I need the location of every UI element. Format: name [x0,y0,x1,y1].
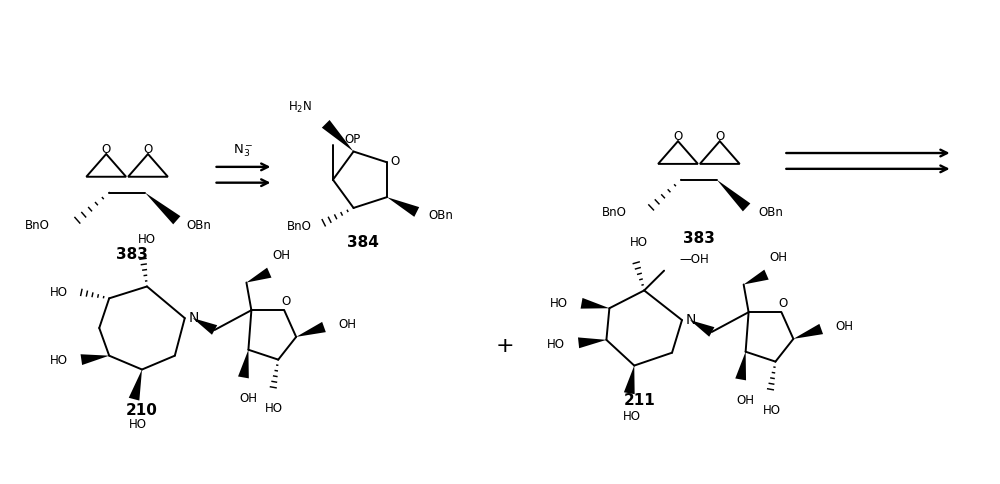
Text: HO: HO [547,338,565,350]
Text: $\mathregular{N_3^-}$: $\mathregular{N_3^-}$ [233,142,254,159]
Text: HO: HO [129,417,147,430]
Polygon shape [581,298,609,309]
Text: HO: HO [550,296,568,309]
Polygon shape [387,198,419,217]
Text: N: N [686,313,696,326]
Polygon shape [717,181,750,212]
Polygon shape [193,318,217,335]
Text: OP: OP [345,133,361,145]
Text: HO: HO [630,235,648,248]
Text: HO: HO [762,403,780,416]
Polygon shape [238,350,249,378]
Polygon shape [744,270,769,285]
Text: HO: HO [265,401,283,414]
Text: OH: OH [737,393,755,407]
Polygon shape [145,193,180,225]
Text: O: O [390,154,399,167]
Text: OH: OH [835,319,853,332]
Text: O: O [779,297,788,310]
Text: 383: 383 [683,230,715,245]
Text: OH: OH [769,250,787,263]
Text: +: + [496,335,514,355]
Text: OH: OH [338,317,356,330]
Text: N: N [189,310,199,324]
Text: —OH: —OH [679,253,709,266]
Text: HO: HO [138,232,156,245]
Polygon shape [578,338,606,348]
Polygon shape [690,320,714,337]
Text: HO: HO [623,409,641,422]
Text: HO: HO [49,353,67,366]
Text: 383: 383 [116,247,148,262]
Text: BnO: BnO [601,205,626,218]
Text: O: O [143,143,153,156]
Text: O: O [102,143,111,156]
Text: OBn: OBn [187,218,212,231]
Text: 211: 211 [623,392,655,407]
Text: O: O [673,130,683,143]
Text: 210: 210 [126,402,158,417]
Text: OH: OH [272,248,290,261]
Text: HO: HO [49,286,67,298]
Text: OH: OH [239,392,257,405]
Text: O: O [715,130,724,143]
Text: O: O [282,295,291,308]
Text: OBn: OBn [759,205,783,218]
Polygon shape [793,324,823,339]
Polygon shape [322,121,354,152]
Text: 384: 384 [347,234,379,249]
Polygon shape [246,268,271,283]
Polygon shape [81,354,109,365]
Text: BnO: BnO [25,218,50,231]
Text: BnO: BnO [287,220,312,233]
Text: H$_2$N: H$_2$N [288,100,312,115]
Polygon shape [624,366,635,394]
Polygon shape [296,322,326,337]
Polygon shape [735,352,746,380]
Polygon shape [129,370,142,401]
Text: OBn: OBn [429,209,454,222]
